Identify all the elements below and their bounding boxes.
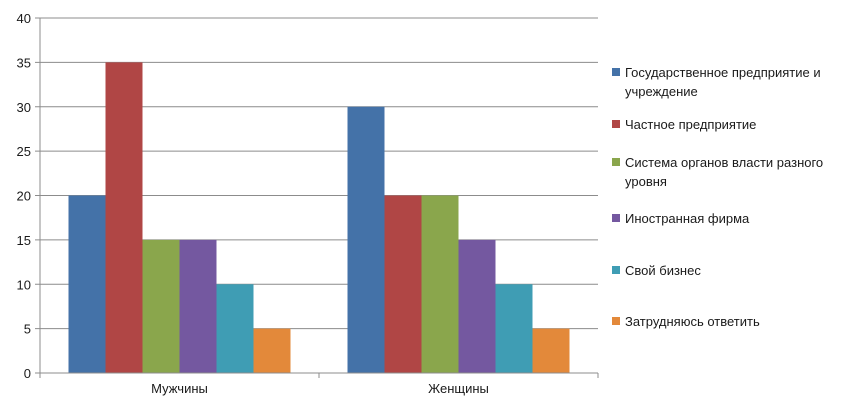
bar <box>458 239 496 373</box>
bars <box>68 62 570 373</box>
bar <box>495 284 533 373</box>
legend-label: Свой бизнес <box>625 263 701 278</box>
y-tick-label: 20 <box>17 189 31 204</box>
legend-swatch <box>612 317 620 325</box>
y-tick-label: 40 <box>17 11 31 26</box>
legend-swatch <box>612 214 620 222</box>
y-tick-label: 25 <box>17 144 31 159</box>
bar <box>421 195 459 373</box>
legend-swatch <box>612 68 620 76</box>
bar <box>384 195 422 373</box>
legend-label: Частное предприятие <box>625 117 756 132</box>
legend-label: Иностранная фирма <box>625 211 750 226</box>
y-tick-label: 35 <box>17 55 31 70</box>
bar <box>142 239 180 373</box>
legend-swatch <box>612 158 620 166</box>
legend-swatch <box>612 120 620 128</box>
y-tick-label: 15 <box>17 233 31 248</box>
y-tick-label: 10 <box>17 277 31 292</box>
legend-label: Система органов власти разного уровня <box>625 155 823 189</box>
bar <box>179 239 217 373</box>
legend-label: Государственное предприятие и учреждение <box>625 65 821 99</box>
axes: 0 5 10 15 20 25 30 35 40 Мужчины Женщины <box>17 11 599 396</box>
bar <box>532 328 570 373</box>
legend: Государственное предприятие и учреждение Ч… <box>612 65 823 329</box>
bar <box>347 106 385 373</box>
legend-swatch <box>612 266 620 274</box>
y-tick-label: 5 <box>24 322 31 337</box>
y-tick-label: 30 <box>17 100 31 115</box>
bar <box>253 328 291 373</box>
bar <box>216 284 254 373</box>
bar <box>105 62 143 373</box>
x-category-label: Мужчины <box>151 381 208 396</box>
bar <box>68 195 106 373</box>
legend-label: Затрудняюсь ответить <box>625 314 760 329</box>
x-category-label: Женщины <box>428 381 489 396</box>
y-tick-label: 0 <box>24 366 31 381</box>
